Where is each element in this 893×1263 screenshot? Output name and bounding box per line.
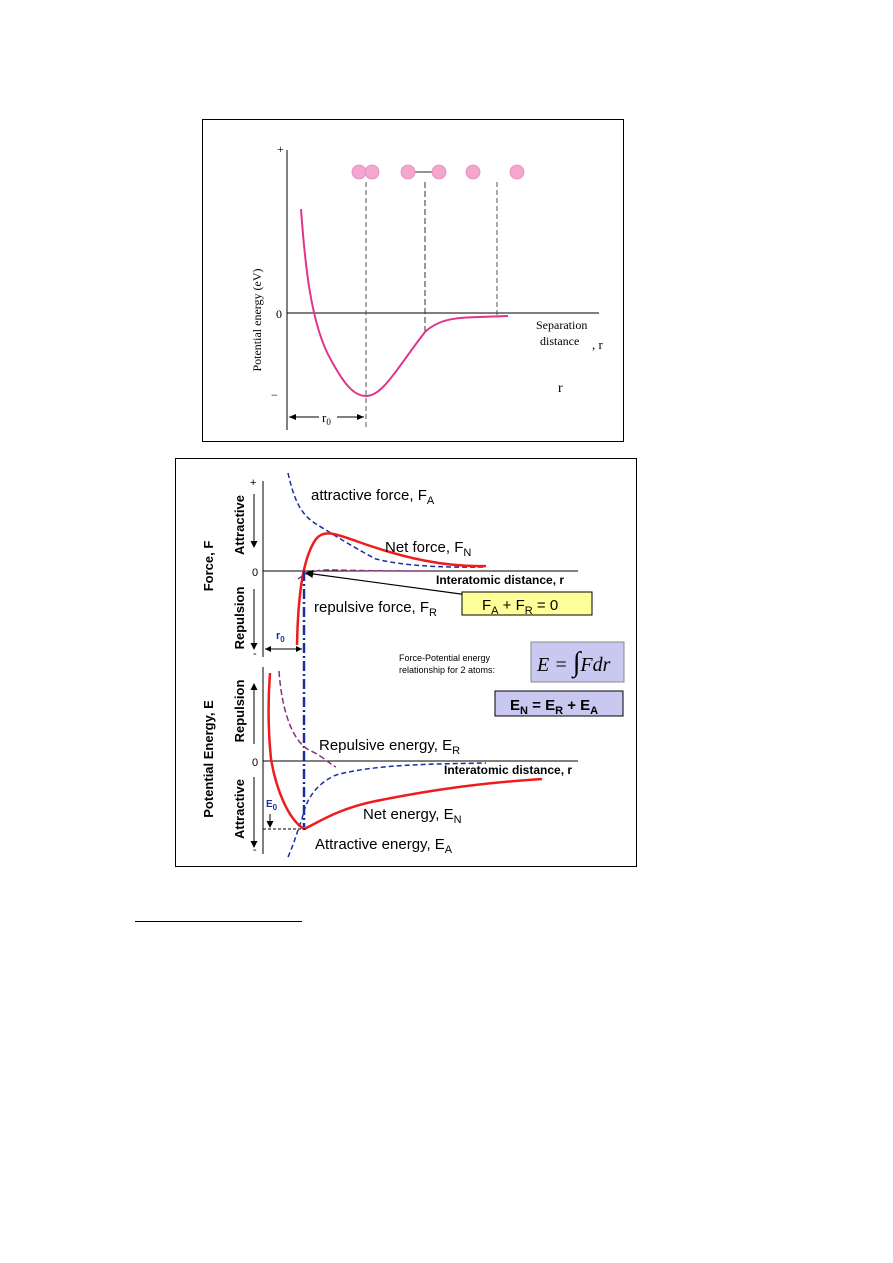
force-repulsion-label: Repulsion — [232, 587, 247, 650]
force-zero-label: 0 — [252, 567, 258, 579]
y-minus-label: − — [271, 388, 278, 402]
x-axis-label-suffix: , r — [592, 337, 604, 352]
net-energy-label: Net energy, EN — [363, 806, 462, 826]
force-interatomic-distance-label: Interatomic distance, r — [436, 573, 564, 587]
energy-repulsion-label: Repulsion — [232, 680, 247, 743]
force-minus-label: - — [253, 648, 257, 660]
force-axis-label: Force, F — [201, 541, 216, 592]
atom — [465, 164, 481, 180]
net-force-curve — [295, 532, 487, 646]
potential-energy-curve — [300, 208, 509, 398]
atom-pair-separated — [465, 164, 525, 180]
y-axis-label: Potential energy (eV) — [250, 268, 264, 371]
relationship-text-line2: relationship for 2 atoms: — [399, 665, 495, 675]
x-axis-label-line2: distance — [540, 334, 579, 348]
r0-label: r0 — [322, 410, 331, 427]
atom-pair-bonded — [400, 164, 447, 180]
atom — [400, 164, 416, 180]
repulsive-energy-label: Repulsive energy, ER — [319, 737, 460, 757]
y-zero-label: 0 — [276, 307, 282, 321]
integral-equation-box — [530, 641, 625, 683]
net-energy-equation-box — [494, 690, 624, 717]
attractive-energy-label: Attractive energy, EA — [315, 836, 453, 856]
attractive-force-label: attractive force, FA — [311, 487, 435, 507]
atom — [509, 164, 525, 180]
y-plus-label: + — [277, 142, 284, 156]
r0-arrowhead-left — [265, 646, 271, 652]
force-energy-diagram: + 0 - Force, F Attractive Repulsion attr… — [201, 472, 625, 858]
r-label: r — [558, 381, 563, 396]
atom — [431, 164, 447, 180]
net-energy-equation: EN = ER + EA — [510, 697, 598, 717]
e0-label: E0 — [266, 799, 278, 812]
atom-pair-touching — [351, 164, 380, 180]
energy-zero-label: 0 — [252, 757, 258, 769]
net-force-label: Net force, FN — [385, 539, 471, 559]
force-balance-box — [461, 591, 593, 616]
potential-energy-diagram: + 0 − Potential energy (eV) Separation d… — [250, 142, 604, 430]
energy-interatomic-distance-label: Interatomic distance, r — [444, 763, 572, 777]
attractive-energy-curve — [287, 762, 487, 858]
r0-label: r0 — [276, 630, 285, 644]
atom — [364, 164, 380, 180]
force-plus-label: + — [250, 477, 256, 489]
force-balance-equation: FA + FR = 0 — [482, 597, 558, 617]
force-energy-figure: + 0 - Force, F Attractive Repulsion attr… — [175, 458, 637, 867]
footnote-separator — [135, 921, 302, 922]
x-axis-label-line1: Separation — [536, 318, 587, 332]
r0-arrowhead-left — [289, 414, 296, 420]
repulsive-force-label: repulsive force, FR — [314, 599, 437, 619]
relationship-text-line1: Force-Potential energy — [399, 653, 491, 663]
r0-arrowhead-right — [296, 646, 302, 652]
integral-equation: E = ∫Fdr — [536, 647, 611, 679]
r0-arrowhead-right — [357, 414, 364, 420]
atom — [351, 164, 367, 180]
energy-attractive-label: Attractive — [232, 779, 247, 839]
repulsive-energy-curve — [278, 670, 337, 768]
energy-axis-label: Potential Energy, E — [201, 700, 216, 818]
attractive-force-curve — [287, 472, 485, 568]
potential-energy-figure: + 0 − Potential energy (eV) Separation d… — [202, 119, 624, 442]
energy-minus-label: - — [253, 844, 257, 856]
equilibrium-pointer-arrow — [304, 569, 469, 596]
force-attractive-label: Attractive — [232, 495, 247, 555]
